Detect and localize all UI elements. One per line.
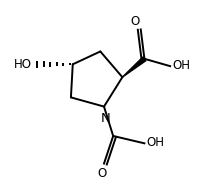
Text: OH: OH <box>146 136 164 149</box>
Text: O: O <box>131 15 140 28</box>
Text: HO: HO <box>14 58 32 71</box>
Text: OH: OH <box>172 59 190 72</box>
Polygon shape <box>122 57 146 77</box>
Text: O: O <box>98 167 107 180</box>
Text: N: N <box>101 112 111 125</box>
